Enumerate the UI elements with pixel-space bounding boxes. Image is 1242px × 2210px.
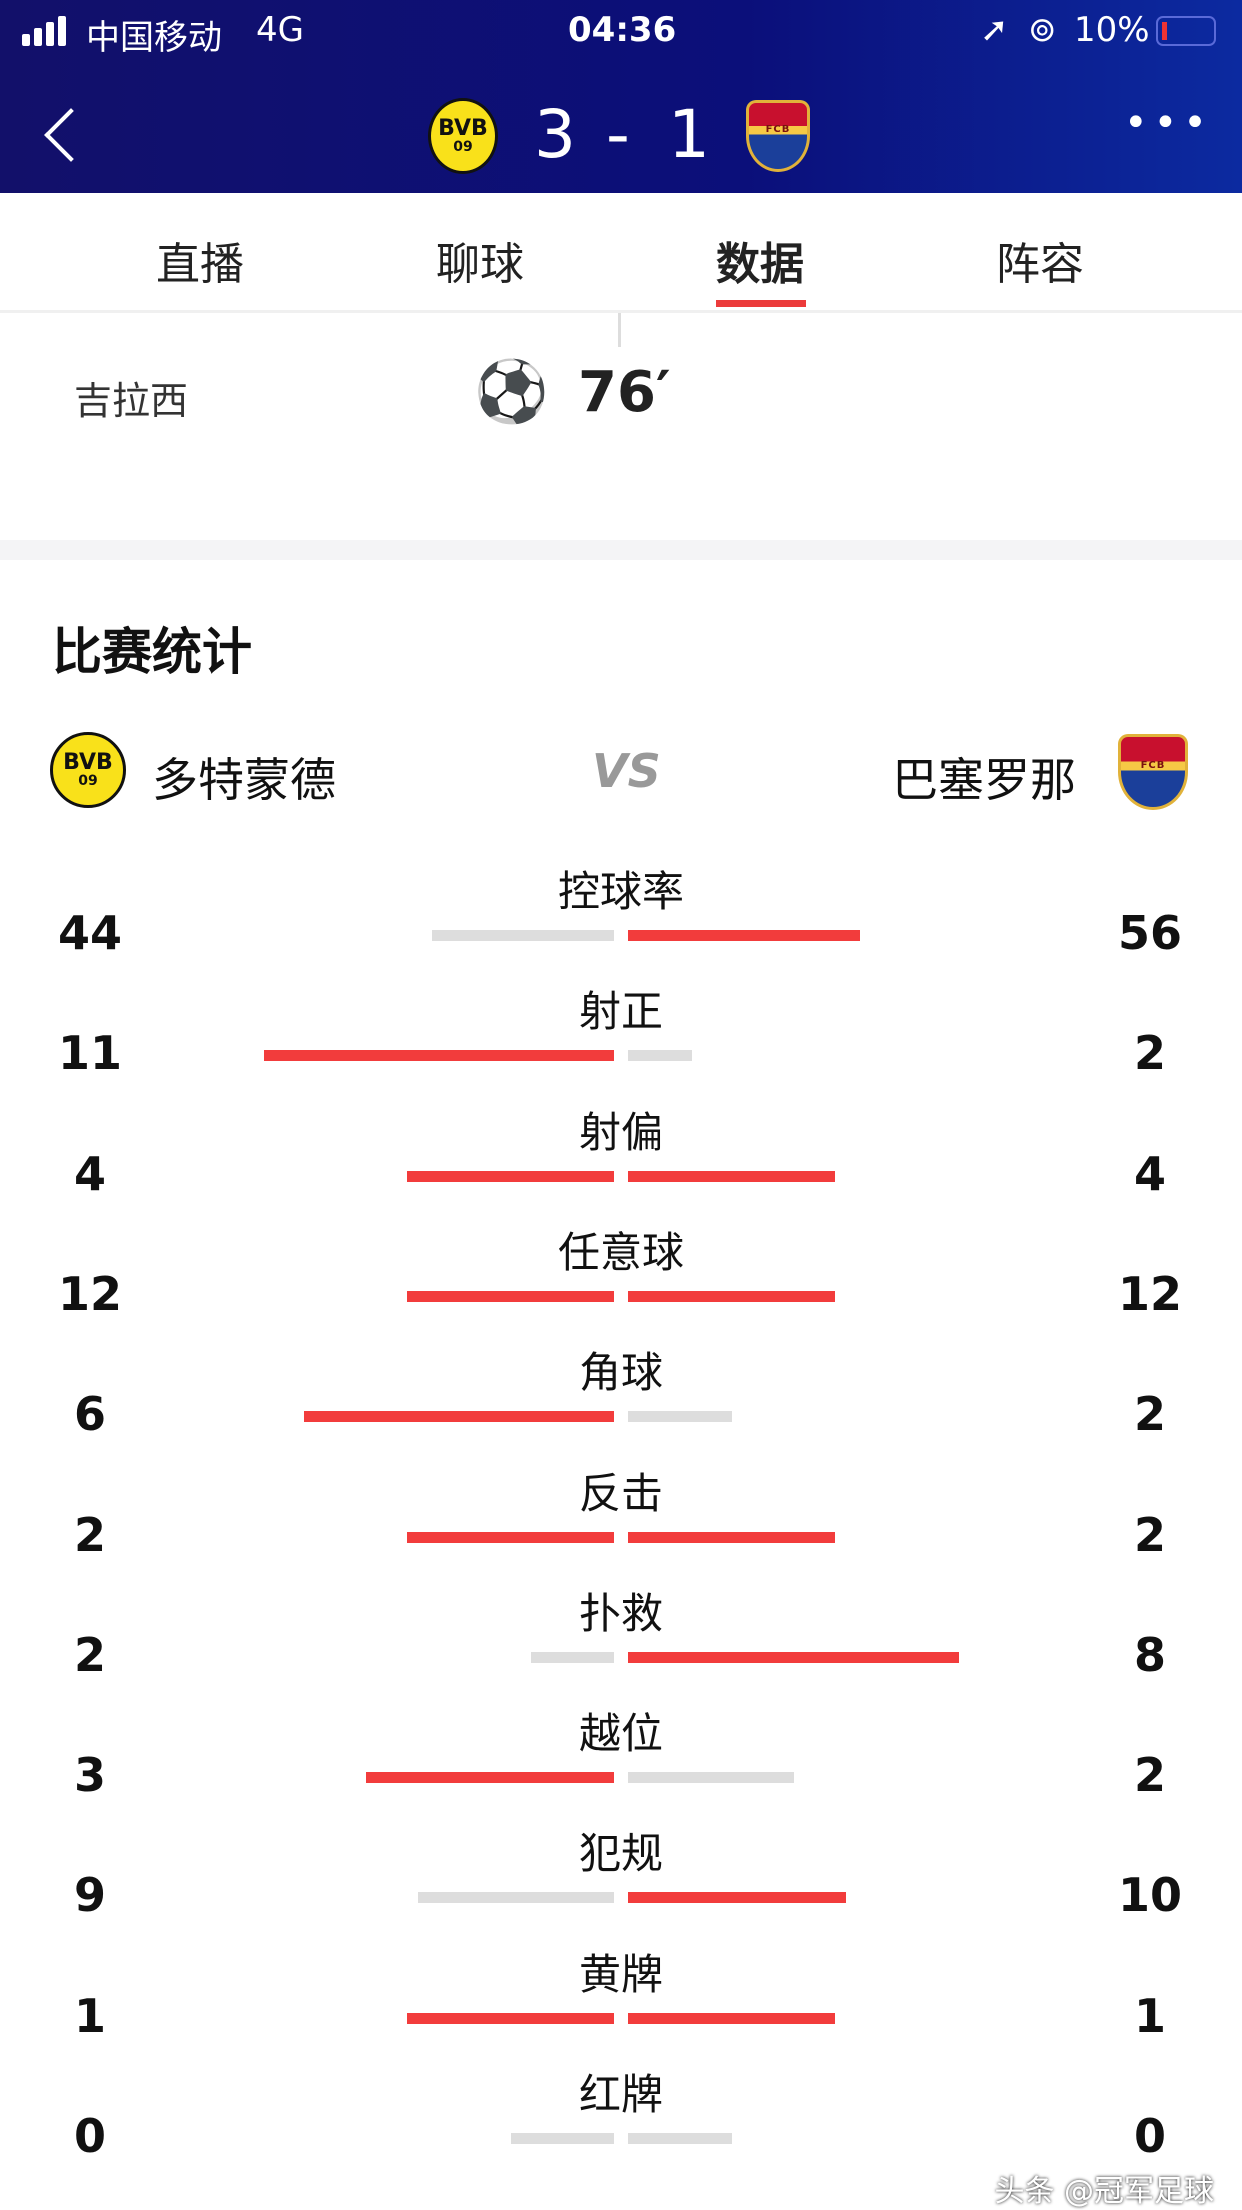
away-stat-value: 12	[1117, 1266, 1182, 1321]
home-stat-bar	[531, 1651, 614, 1663]
away-stat-bar	[628, 1531, 835, 1543]
stat-label: 射正	[578, 987, 663, 1037]
home-stat-value: 2	[73, 1507, 106, 1562]
away-stat-value: 8	[1133, 1627, 1166, 1682]
watermark: 头条 @冠军足球	[994, 2174, 1214, 2209]
away-stat-value: 2	[1133, 1507, 1166, 1562]
back-button[interactable]	[44, 108, 98, 162]
tab-chat[interactable]: 聊球	[436, 239, 524, 290]
stat-label: 越位	[578, 1709, 663, 1759]
away-stat-value: 2	[1133, 1748, 1166, 1803]
away-stat-bar	[628, 1050, 692, 1062]
away-stat-bar	[628, 1772, 794, 1784]
away-team-badge: FCB	[746, 100, 810, 172]
away-team-name: 巴塞罗那	[892, 753, 1076, 807]
active-tab-indicator	[716, 300, 806, 307]
home-team-name: 多特蒙德	[152, 753, 336, 807]
stat-label: 黄牌	[578, 1949, 663, 1999]
soccer-ball-icon: ⚽	[474, 357, 549, 427]
home-stat-value: 2	[73, 1627, 106, 1682]
tab-bar: 直播 聊球 数据 阵容	[0, 193, 1242, 313]
home-stat-bar	[417, 1892, 614, 1904]
away-stat-bar	[628, 2012, 835, 2024]
stat-label: 任意球	[557, 1227, 684, 1277]
vs-label: VS	[592, 744, 661, 798]
away-badge-text-small: FCB	[1140, 759, 1166, 771]
home-stat-value: 4	[73, 1146, 106, 1201]
stat-label: 扑救	[578, 1588, 663, 1638]
rotation-lock-icon: ⊚	[1028, 10, 1057, 50]
away-stat-value: 2	[1133, 1387, 1166, 1442]
goal-minute: 76′	[578, 360, 671, 425]
home-stat-bar	[303, 1411, 614, 1423]
stat-label: 犯规	[578, 1829, 663, 1879]
stat-label: 反击	[578, 1468, 663, 1518]
home-stat-value: 0	[73, 2109, 106, 2163]
away-team-badge-small: FCB	[1118, 734, 1188, 810]
home-stat-bar	[407, 1290, 614, 1302]
home-stat-bar	[263, 1050, 614, 1062]
stats-title: 比赛统计	[52, 623, 252, 681]
score-separator: -	[606, 96, 630, 173]
away-stat-bar	[628, 1170, 835, 1182]
stat-label: 射偏	[578, 1107, 663, 1157]
home-score: 3	[534, 96, 576, 173]
away-stat-bar	[628, 2133, 732, 2144]
clock: 04:36	[568, 10, 677, 50]
battery-icon	[1156, 16, 1216, 46]
tab-live[interactable]: 直播	[156, 239, 244, 290]
stat-label: 角球	[578, 1348, 663, 1398]
away-stat-bar	[628, 930, 860, 941]
home-stat-value: 9	[73, 1868, 106, 1923]
away-stat-bar	[628, 1651, 960, 1663]
home-stat-value: 1	[73, 1988, 106, 2043]
away-stat-value: 10	[1117, 1868, 1182, 1923]
home-stat-bar	[510, 2133, 614, 2144]
home-stat-bar	[407, 1531, 614, 1543]
tab-data[interactable]: 数据	[716, 239, 804, 290]
home-stat-bar	[365, 1772, 614, 1784]
home-stat-value: 44	[57, 906, 122, 960]
home-team-badge-small: BVB 09	[50, 732, 126, 808]
battery-percent: 10%	[1074, 10, 1150, 50]
home-stat-bar	[431, 930, 614, 941]
away-stat-value: 56	[1117, 906, 1182, 960]
away-badge-text: FCB	[765, 124, 791, 136]
home-team-badge: BVB 09	[428, 98, 498, 174]
home-stat-value: 3	[73, 1748, 106, 1803]
away-stat-bar	[628, 1892, 846, 1904]
away-stat-value: 0	[1133, 2109, 1166, 2163]
away-stat-bar	[628, 1290, 835, 1302]
away-stat-value: 1	[1133, 1988, 1166, 2043]
away-stat-bar	[628, 1411, 732, 1423]
signal-icon	[22, 16, 72, 46]
away-stat-value: 2	[1133, 1026, 1166, 1081]
carrier: 中国移动	[86, 18, 222, 58]
away-stat-value: 4	[1133, 1146, 1166, 1201]
home-stat-bar	[407, 1170, 614, 1182]
section-divider	[0, 540, 1242, 560]
more-options-button[interactable]: •••	[1124, 100, 1213, 146]
home-stat-value: 6	[73, 1387, 106, 1442]
stat-label: 红牌	[578, 2070, 663, 2119]
away-score: 1	[668, 96, 710, 173]
tab-lineup[interactable]: 阵容	[996, 239, 1084, 290]
home-stat-value: 12	[57, 1266, 122, 1321]
home-stat-value: 11	[57, 1026, 122, 1081]
network-type: 4G	[256, 10, 304, 50]
match-header: 中国移动 4G 04:36 ➚ ⊚ 10% BVB 09 3 - 1 FCB ••…	[0, 0, 1242, 193]
location-icon: ➚	[980, 10, 1009, 50]
stat-label: 控球率	[557, 867, 684, 916]
timeline-line	[618, 313, 621, 347]
goal-scorer: 吉拉西	[74, 379, 189, 423]
home-stat-bar	[407, 2012, 614, 2024]
